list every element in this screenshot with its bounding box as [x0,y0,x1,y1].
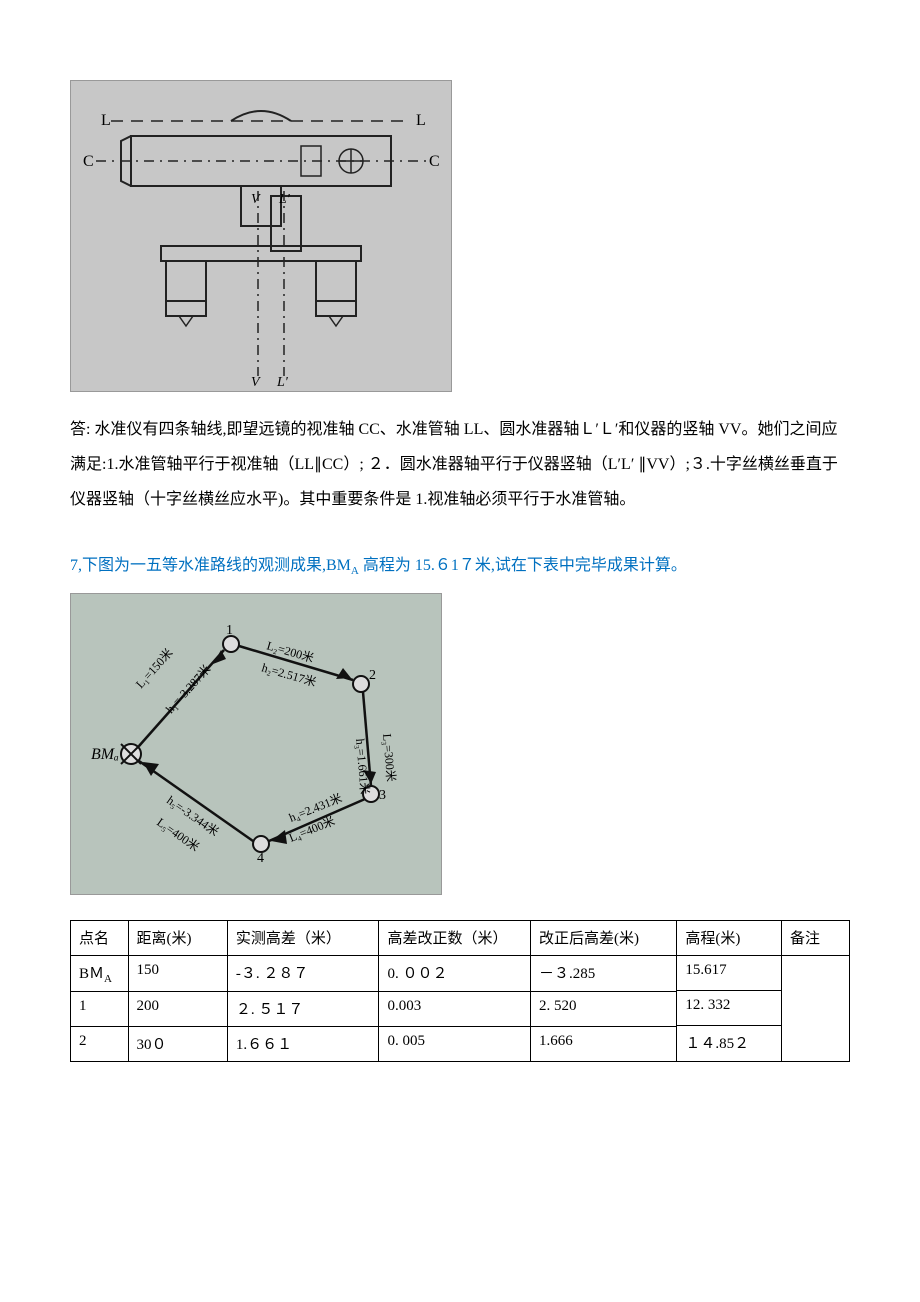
table-row: BＭA 150 -３. ２８７ 0. ００２ －３.285 15.617 [71,955,850,990]
cell-corr: 0. ００２ [379,955,531,991]
cell-corr: 0.003 [379,991,531,1026]
figure-level-axes: L L C C [70,80,452,392]
th-meas: 实测高差（米） [227,920,379,955]
cell-after: 2. 520 [531,991,677,1026]
answer-paragraph: 答: 水准仪有四条轴线,即望远镜的视准轴 CC、水准管轴 LL、圆水准器轴Ｌ′Ｌ… [70,412,850,518]
label-C-right: C [429,153,440,170]
answer-text: 水准仪有四条轴线,即望远镜的视准轴 CC、水准管轴 LL、圆水准器轴Ｌ′Ｌ′和仪… [70,421,838,508]
cell-after: －３.285 [531,955,677,991]
th-note: 备注 [781,920,849,955]
lbl-n1: 1 [226,623,233,638]
results-table: 点名 距离(米) 实测高差（米） 高差改正数（米） 改正后高差(米) 高程(米)… [70,920,850,1062]
cell-meas: 1.６６１ [227,1026,379,1061]
figure-level-route: BMₐ 1 2 3 4 L₁=150米 h₁=-3.287米 L₂=200米 h… [70,593,442,895]
cell-meas: ２. ５１７ [227,991,379,1026]
lbl-n3: 3 [379,788,386,803]
label-C-left: C [83,153,94,170]
cell-dist: 200 [128,991,227,1026]
cell-elev: １４.85２ [677,1025,782,1061]
label-V-top: V [251,192,261,207]
level-axes-svg: L L C C [71,81,451,391]
cell-meas: -３. ２８７ [227,955,379,991]
label-Lp-top: L' [278,192,291,207]
th-elev: 高程(米) [677,920,782,955]
th-corr: 高差改正数（米） [379,920,531,955]
level-route-svg: BMₐ 1 2 3 4 L₁=150米 h₁=-3.287米 L₂=200米 h… [71,594,441,894]
lbl-n4: 4 [257,851,264,866]
label-V-bot: V [251,375,261,390]
cell-elev: 15.617 [677,955,782,990]
cell-name: 2 [71,1026,129,1061]
q7-part1: 7,下图为一五等水准路线的观测成果,BM [70,557,351,574]
q7-part2: 高程为 15.６1７米,试在下表中完毕成果计算。 [359,557,687,574]
th-name: 点名 [71,920,129,955]
cell-name: 1 [71,991,129,1026]
label-L-right: L [416,112,426,129]
label-L-left: L [101,112,111,129]
cell-name: BＭA [71,955,129,991]
lbl-bma: BMₐ [91,746,119,763]
th-after: 改正后高差(米) [531,920,677,955]
q7-sub: A [351,565,359,577]
cell-after: 1.666 [531,1026,677,1061]
label-Lp-bot: L' [276,375,289,390]
th-dist: 距离(米) [128,920,227,955]
table-header-row: 点名 距离(米) 实测高差（米） 高差改正数（米） 改正后高差(米) 高程(米)… [71,920,850,955]
cell-corr: 0. 005 [379,1026,531,1061]
question-7: 7,下图为一五等水准路线的观测成果,BMA 高程为 15.６1７米,试在下表中完… [70,548,850,583]
answer-prefix: 答: [70,421,90,438]
cell-dist: 30０ [128,1026,227,1061]
cell-note [781,955,849,1061]
cell-dist: 150 [128,955,227,991]
cell-elev: 12. 332 [677,990,782,1025]
lbl-n2: 2 [369,668,376,683]
